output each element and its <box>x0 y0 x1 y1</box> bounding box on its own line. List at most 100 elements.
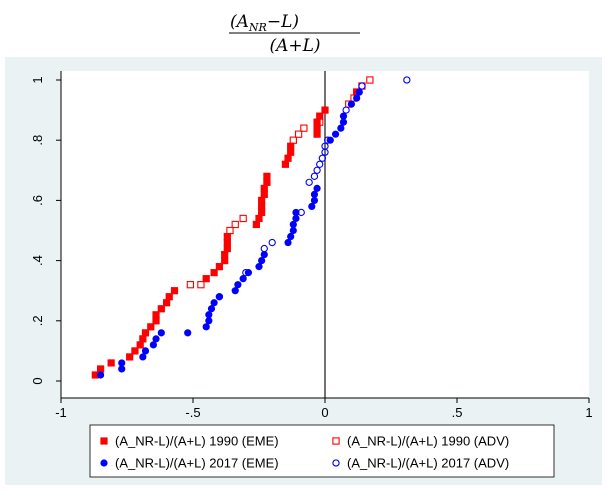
point-1990-adv <box>300 124 308 132</box>
point-2017-eme <box>287 232 295 241</box>
point-1990-eme <box>258 202 266 211</box>
point-2017-adv <box>215 293 224 301</box>
point-2017-eme <box>231 287 239 295</box>
point-2017-eme <box>118 359 126 367</box>
point-1990-eme <box>260 184 268 192</box>
point-2017-adv <box>260 244 268 253</box>
legend-item-2017-adv-marker <box>332 459 340 467</box>
point-1990-eme <box>316 112 324 120</box>
y-tick-label: 0 <box>30 377 45 384</box>
point-2017-adv <box>323 136 332 144</box>
point-2017-eme <box>347 100 355 108</box>
point-1990-eme <box>313 124 321 132</box>
point-2017-eme <box>289 226 297 235</box>
title-denominator: (A+L) <box>269 36 320 56</box>
point-1990-eme <box>223 238 231 247</box>
y-tick-label: .2 <box>30 315 45 326</box>
point-2017-eme <box>339 118 348 126</box>
x-tick-label: -.5 <box>185 405 200 420</box>
point-1990-eme <box>258 196 266 204</box>
point-1990-adv <box>294 130 303 138</box>
axes: -1 -.5 0 .5 1 0 .2 .4 .6 .8 1 <box>30 71 593 420</box>
point-1990-eme <box>260 190 268 198</box>
point-2017-adv <box>403 76 411 84</box>
point-2017-eme <box>184 329 192 337</box>
point-2017-eme <box>205 311 213 319</box>
y-tick-label: .8 <box>30 135 45 146</box>
point-1990-eme <box>97 365 105 373</box>
point-1990-eme <box>221 250 229 259</box>
point-2017-adv <box>316 160 324 168</box>
point-1990-adv <box>316 118 324 126</box>
point-1990-eme <box>131 347 139 355</box>
point-2017-adv <box>297 208 305 217</box>
point-1990-eme <box>136 341 144 349</box>
point-2017-adv <box>268 238 276 247</box>
point-2017-eme <box>210 299 218 307</box>
chart-title: (ANR−L) (A+L) <box>229 12 360 56</box>
point-1990-eme <box>141 329 150 337</box>
point-2017-eme <box>308 202 316 211</box>
y-tick-label: .6 <box>30 195 45 206</box>
legend-item-1990-adv-marker <box>332 437 340 445</box>
point-1990-eme <box>263 178 271 186</box>
title-numerator: (ANR−L) <box>230 12 299 34</box>
y-tick-label: 1 <box>30 76 45 83</box>
point-1990-eme <box>258 208 266 217</box>
point-2017-eme <box>331 130 340 138</box>
legend-item-1990-adv-label: (A_NR-L)/(A+L) 1990 (ADV) <box>347 434 509 449</box>
point-1990-eme <box>221 257 229 265</box>
point-1990-adv <box>186 281 195 289</box>
x-tick-label: .5 <box>452 405 463 420</box>
point-2017-eme <box>355 88 363 96</box>
legend-item-2017-eme-label: (A_NR-L)/(A+L) 2017 (EME) <box>115 456 279 471</box>
point-2017-adv <box>305 178 313 186</box>
legend-item-2017-eme-marker <box>100 459 108 467</box>
point-2017-eme <box>239 275 247 283</box>
point-2017-adv <box>242 268 250 277</box>
point-2017-eme <box>353 94 361 102</box>
point-2017-eme <box>255 263 263 271</box>
point-1990-adv <box>231 220 239 229</box>
legend-box <box>89 424 555 478</box>
point-1990-eme <box>263 172 271 180</box>
point-1990-eme <box>210 269 218 277</box>
x-tick-label: -1 <box>55 405 67 420</box>
point-1990-adv <box>226 226 234 235</box>
point-2017-eme <box>118 365 126 373</box>
point-1990-eme <box>170 287 179 295</box>
legend-item-1990-eme-marker <box>100 437 108 445</box>
point-1990-eme <box>287 142 295 150</box>
point-1990-eme <box>284 154 292 162</box>
point-2017-eme <box>205 317 213 325</box>
point-1990-eme <box>157 305 165 313</box>
data-marks <box>91 76 411 379</box>
point-2017-eme <box>157 329 165 337</box>
point-2017-eme <box>215 293 223 301</box>
point-2017-eme <box>139 353 147 361</box>
point-2017-adv <box>313 166 321 174</box>
point-2017-eme <box>310 196 319 204</box>
point-1990-eme <box>223 244 231 253</box>
point-2017-eme <box>292 208 300 217</box>
point-2017-adv <box>342 106 350 114</box>
point-2017-eme <box>339 112 348 120</box>
point-2017-eme <box>313 184 321 192</box>
point-1990-eme <box>321 106 329 114</box>
point-2017-eme <box>141 347 150 355</box>
point-1990-eme <box>163 299 171 307</box>
point-1990-eme <box>281 160 289 168</box>
point-2017-eme <box>202 323 210 331</box>
point-2017-adv <box>310 172 319 180</box>
point-1990-eme <box>147 323 155 331</box>
y-tick-label: .4 <box>30 255 45 266</box>
point-2017-eme <box>152 335 160 343</box>
point-2017-eme <box>97 371 105 379</box>
point-1990-eme <box>91 371 99 379</box>
legend-item-1990-eme-label: (A_NR-L)/(A+L) 1990 (EME) <box>115 434 279 449</box>
point-1990-eme <box>126 353 134 361</box>
point-2017-eme <box>149 341 157 349</box>
point-1990-adv <box>366 76 374 84</box>
